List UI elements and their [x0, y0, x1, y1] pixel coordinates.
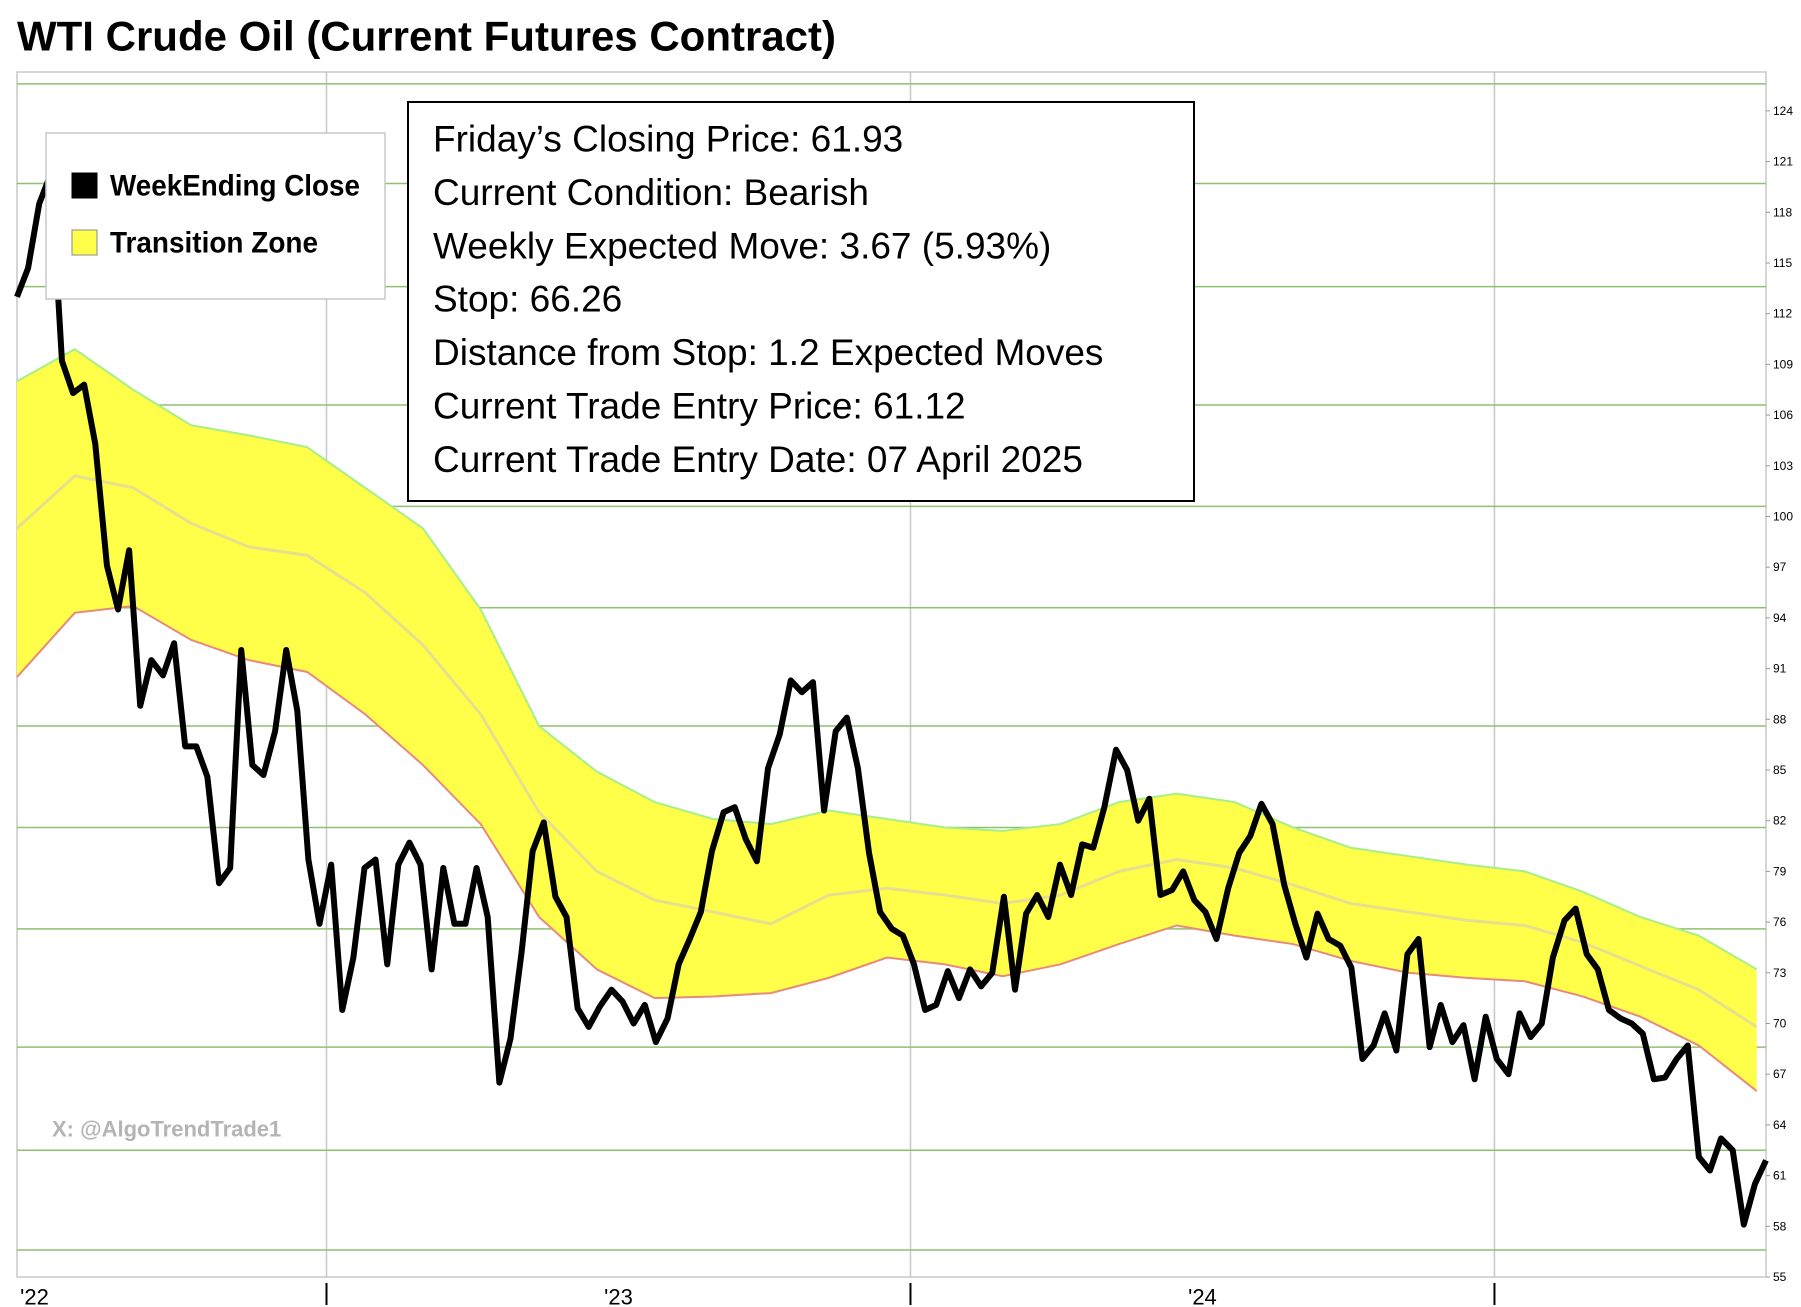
- x-tick-label: '22: [20, 1285, 49, 1307]
- legend-label: Transition Zone: [110, 227, 318, 260]
- y-tick-label: 118: [1773, 205, 1792, 219]
- watermark: X: @AlgoTrendTrade1: [52, 1117, 281, 1142]
- y-tick-label: 121: [1773, 155, 1793, 169]
- transition-zone: [17, 349, 1757, 1092]
- y-tick-label: 115: [1773, 256, 1792, 270]
- y-tick-label: 55: [1773, 1270, 1787, 1284]
- info-line: Current Trade Entry Price: 61.12: [433, 386, 966, 427]
- y-tick-label: 73: [1773, 966, 1787, 980]
- zone-middle-line: [15, 474, 1758, 1029]
- info-box: [407, 101, 1195, 502]
- y-tick-label: 76: [1773, 915, 1787, 929]
- info-line: Friday’s Closing Price: 61.93: [433, 119, 903, 160]
- close-line: [14, 170, 1769, 1228]
- y-tick-label: 79: [1773, 864, 1787, 878]
- y-tick-label: 106: [1773, 408, 1793, 422]
- info-line: Current Trade Entry Date: 07 April 2025: [433, 439, 1083, 480]
- y-tick-label: 70: [1773, 1016, 1787, 1030]
- zone-upper-edge: [16, 347, 1758, 971]
- y-tick-label: 58: [1773, 1219, 1787, 1233]
- legend-box: [45, 132, 386, 300]
- y-tick-label: 97: [1773, 560, 1787, 574]
- y-tick-label: 88: [1773, 712, 1787, 726]
- y-tick-label: 103: [1773, 459, 1793, 473]
- x-tick-label: '23: [604, 1285, 633, 1307]
- y-tick-label: 109: [1773, 357, 1793, 371]
- info-line: Weekly Expected Move: 3.67 (5.93%): [433, 225, 1051, 266]
- y-tick-label: 85: [1773, 763, 1787, 777]
- y-tick-label: 61: [1773, 1169, 1787, 1183]
- info-line: Distance from Stop: 1.2 Expected Moves: [433, 332, 1103, 373]
- y-tick-label: 100: [1773, 509, 1793, 523]
- zone-lower-edge: [16, 605, 1758, 1092]
- legend-label: WeekEnding Close: [110, 170, 360, 203]
- chart-title: WTI Crude Oil (Current Futures Contract): [17, 13, 836, 60]
- legend-swatch: [71, 229, 98, 256]
- y-tick-label: 67: [1773, 1067, 1787, 1081]
- y-tick-label: 91: [1773, 662, 1787, 676]
- legend-swatch: [71, 172, 98, 199]
- info-line: Current Condition: Bearish: [433, 172, 869, 213]
- info-line: Stop: 66.26: [433, 279, 622, 320]
- y-tick-label: 82: [1773, 814, 1787, 828]
- y-tick-label: 124: [1773, 104, 1793, 118]
- y-tick-label: 112: [1773, 307, 1792, 321]
- x-tick-label: '24: [1188, 1285, 1217, 1307]
- y-tick-label: 94: [1773, 611, 1787, 625]
- y-tick-label: 64: [1773, 1118, 1787, 1132]
